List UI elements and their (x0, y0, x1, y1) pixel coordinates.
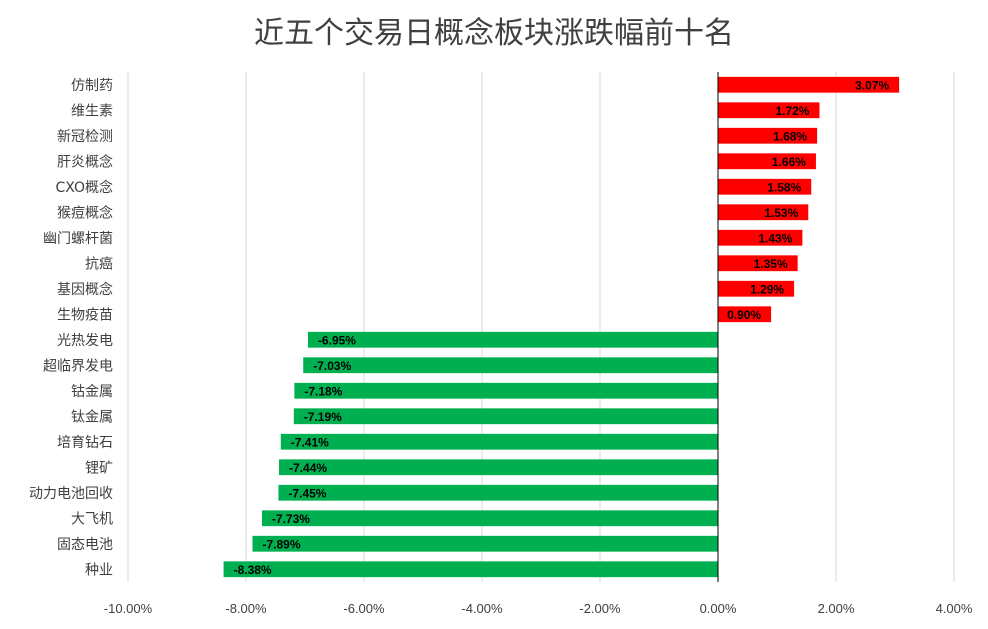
data-label: 1.68% (773, 129, 807, 143)
category-label: 光热发电 (57, 333, 113, 349)
category-label: 锂矿 (85, 460, 113, 476)
data-label: -7.19% (304, 410, 342, 424)
data-label: 1.35% (754, 257, 788, 271)
bar (718, 204, 809, 221)
category-label: CXO概念 (56, 179, 114, 196)
bar (718, 178, 812, 195)
bar (293, 408, 718, 425)
bar (279, 459, 718, 476)
x-tick-label: 4.00% (936, 601, 973, 616)
data-label: -7.44% (289, 461, 327, 475)
bar (261, 510, 718, 527)
category-label: 维生素 (71, 103, 113, 119)
category-label: 超临界发电 (43, 358, 113, 374)
data-label: -8.38% (234, 563, 272, 577)
category-label: 猴痘概念 (57, 204, 113, 221)
data-label: 1.72% (775, 104, 809, 118)
data-label: -7.18% (304, 384, 342, 398)
data-label: -7.89% (262, 537, 300, 551)
bar (718, 255, 798, 272)
data-label: -7.41% (291, 435, 329, 449)
data-label: 3.07% (855, 78, 889, 92)
x-tick-label: -8.00% (225, 601, 267, 616)
data-label: 1.58% (767, 180, 801, 194)
x-tick-label: -4.00% (461, 601, 503, 616)
category-label: 肝炎概念 (57, 153, 113, 170)
category-label: 生物疫苗 (57, 307, 113, 323)
x-tick-label: -2.00% (579, 601, 621, 616)
data-label: 1.53% (764, 206, 798, 220)
category-label: 新冠检测 (57, 129, 113, 145)
data-label: -6.95% (318, 333, 356, 347)
data-label: 1.43% (758, 231, 792, 245)
bar (718, 280, 795, 297)
category-label: 动力电池回收 (29, 486, 113, 502)
chart-title: 近五个交易日概念板块涨跌幅前十名 (254, 16, 734, 51)
bar (718, 306, 772, 323)
category-label: 大飞机 (71, 511, 113, 527)
bar (307, 331, 718, 348)
bar (718, 153, 816, 170)
data-label: 0.90% (727, 308, 761, 322)
data-label: 1.66% (772, 155, 806, 169)
bar (280, 433, 718, 450)
data-label: 1.29% (750, 282, 784, 296)
data-label: -7.03% (313, 359, 351, 373)
category-label: 钛金属 (71, 409, 113, 425)
x-tick-label: -6.00% (343, 601, 385, 616)
category-label: 培育钻石 (57, 435, 113, 451)
category-label: 种业 (85, 562, 113, 578)
bar (718, 76, 900, 93)
bar (718, 127, 818, 144)
bar (303, 357, 718, 374)
x-tick-label: -10.00% (104, 601, 153, 616)
category-label: 基因概念 (57, 281, 113, 298)
data-label: -7.73% (272, 512, 310, 526)
category-label: 钴金属 (71, 384, 113, 400)
bar (252, 535, 719, 552)
category-label: 抗癌 (85, 256, 113, 272)
bar (718, 229, 803, 246)
data-label: -7.45% (288, 486, 326, 500)
bar (294, 382, 718, 399)
x-tick-label: 2.00% (818, 601, 855, 616)
bar (278, 484, 718, 501)
category-label: 幽门螺杆菌 (43, 231, 113, 247)
category-label: 固态电池 (57, 537, 113, 553)
bar (223, 561, 718, 578)
bar (718, 102, 820, 119)
x-tick-label: 0.00% (700, 601, 737, 616)
category-label: 仿制药 (71, 78, 113, 94)
